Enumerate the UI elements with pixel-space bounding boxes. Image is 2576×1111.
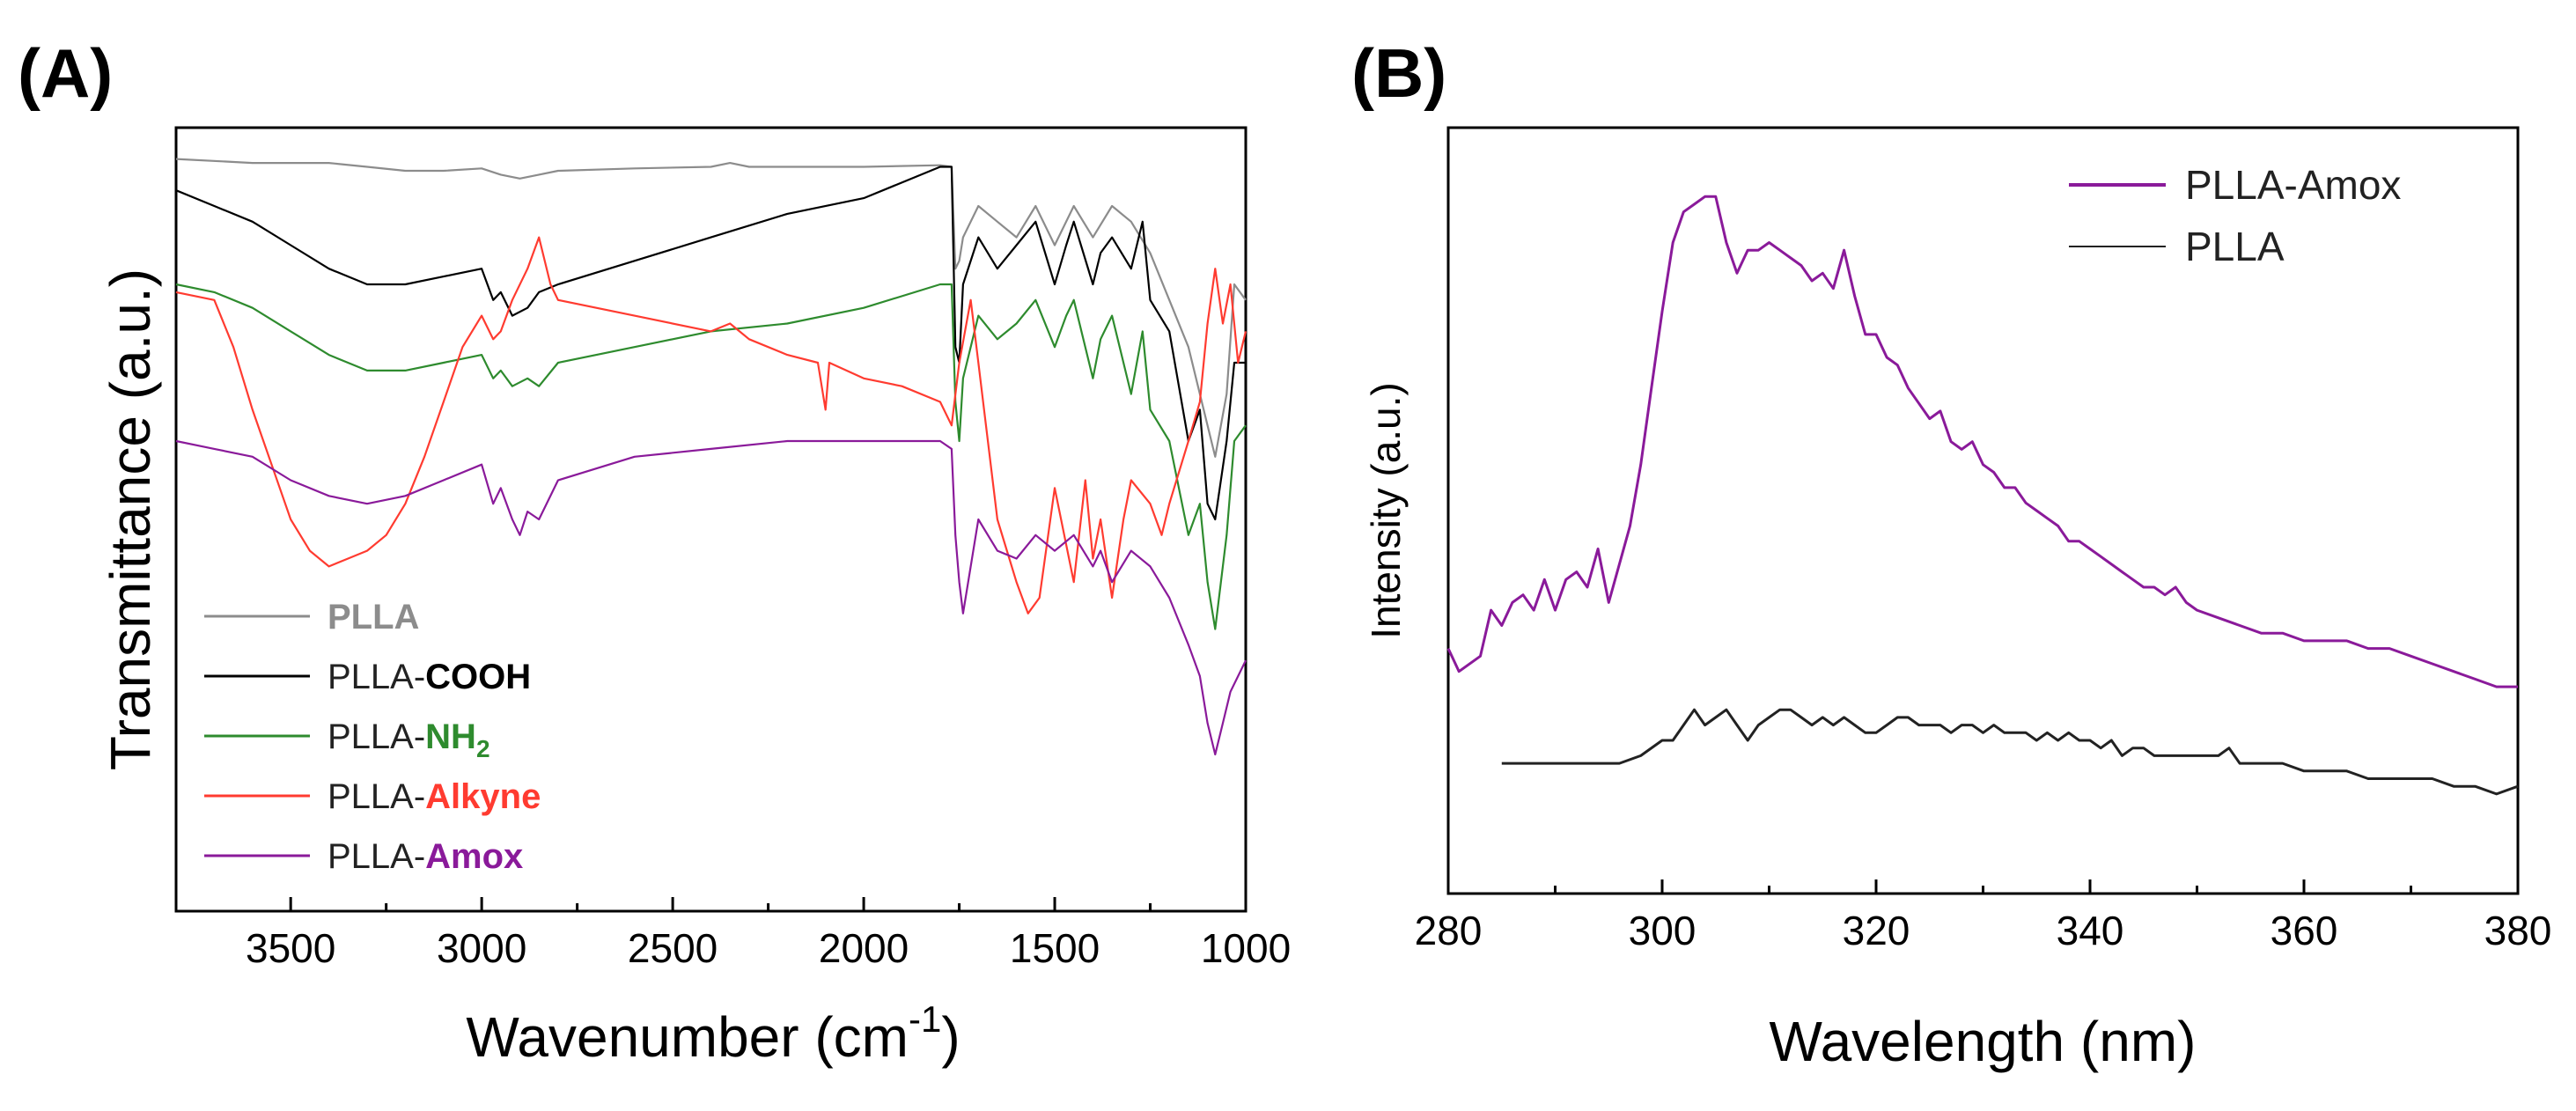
series-line-plla [1501, 708, 2519, 796]
x-title-sup: -1 [909, 998, 941, 1040]
x-tick-label: 320 [1843, 908, 1910, 953]
panel-b-label: (B) [1351, 34, 1446, 112]
legend-suffix: NH [425, 717, 476, 756]
series-line-plla-amox [1446, 195, 2518, 688]
panel-a-x-axis-title: Wavenumber (cm-1) [466, 998, 960, 1069]
x-title-main: Wavenumber (cm [466, 1005, 909, 1069]
x-title-end: ) [941, 1005, 960, 1069]
panel-b-y-axis-title: Intensity (a.u.) [1363, 382, 1409, 638]
panel-b-plot-frame [1446, 126, 2520, 895]
legend-label: PLLA [328, 598, 419, 636]
legend-prefix: PLLA [328, 598, 419, 636]
legend-label: PLLA-COOH [328, 658, 531, 696]
panel-a-legend: PLLAPLLA-COOHPLLA-NH2PLLA-AlkynePLLA-Amo… [204, 598, 541, 876]
x-tick-label: 380 [2484, 908, 2552, 953]
panel-a: (A) 3500 3000 2500 2000 1500 1000 Transmittan… [18, 34, 1291, 1069]
panel-a-label: (A) [18, 34, 113, 112]
panel-b-x-axis-title: Wavelength (nm) [1770, 1010, 2197, 1073]
panel-a-series [175, 158, 1248, 756]
legend-prefix: PLLA- [328, 837, 425, 876]
legend-subscript: 2 [476, 735, 490, 762]
legend-label: PLLA-Amox [2185, 162, 2401, 208]
legend-suffix: COOH [425, 658, 531, 696]
series-line-plla-nh2 [175, 283, 1247, 630]
x-tick-label: 2500 [628, 925, 718, 971]
legend-suffix: Alkyne [425, 777, 541, 816]
series-line-plla-amox [175, 439, 1247, 756]
x-tick-label: 3500 [246, 925, 335, 971]
legend-prefix: PLLA- [328, 717, 425, 756]
x-tick-label: 280 [1415, 908, 1483, 953]
legend-label: PLLA-NH2 [328, 717, 490, 762]
x-tick-label: 3000 [437, 925, 526, 971]
legend-suffix: Amox [425, 837, 523, 876]
x-tick-label: 340 [2057, 908, 2124, 953]
legend-label: PLLA-Amox [328, 837, 523, 876]
x-tick-label: 360 [2271, 908, 2338, 953]
legend-prefix: PLLA- [328, 658, 425, 696]
panel-a-x-ticks: 3500 3000 2500 2000 1500 1000 [246, 897, 1291, 971]
series-line-plla [175, 158, 1247, 458]
panel-b: (B) 280 300 320 340 360 380 Intensity (a.u.) … [1351, 34, 2551, 1073]
panel-b-series [1446, 195, 2519, 796]
x-tick-label: 300 [1629, 908, 1696, 953]
legend-label: PLLA [2185, 224, 2285, 269]
legend-prefix: PLLA- [328, 777, 425, 816]
panel-b-legend: PLLA-Amox PLLA [2069, 162, 2401, 269]
legend-label: PLLA-Alkyne [328, 777, 541, 816]
panel-a-y-axis-title: Transmittance (a.u.) [99, 269, 162, 770]
x-tick-label: 2000 [819, 925, 909, 971]
series-line-plla-alkyne [175, 236, 1248, 614]
panel-a-plot-frame [174, 126, 1248, 913]
x-tick-label: 1500 [1010, 925, 1100, 971]
panel-b-x-ticks: 280 300 320 340 360 380 [1415, 879, 2552, 953]
x-tick-label: 1000 [1201, 925, 1291, 971]
